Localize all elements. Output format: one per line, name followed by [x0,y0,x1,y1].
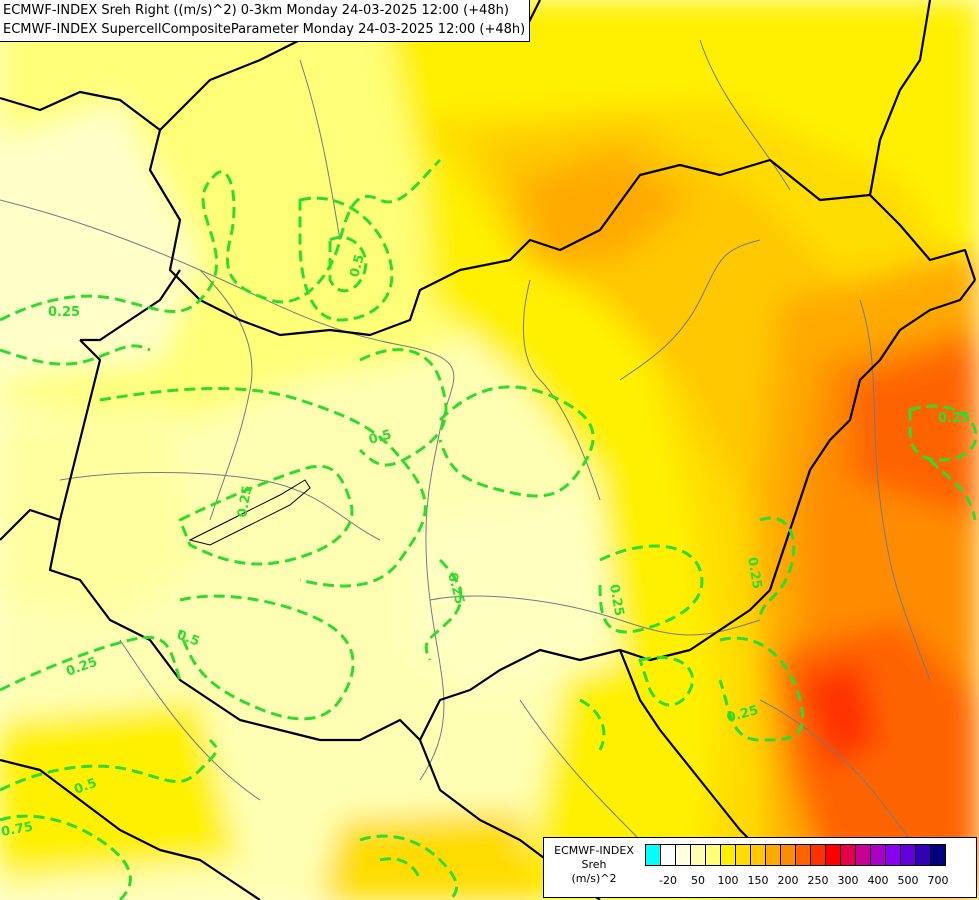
legend-tick-label: 500 [897,874,919,887]
header-line-2: ECMWF-INDEX SupercellCompositeParameter … [3,22,526,37]
lake-balaton [188,479,311,546]
legend-swatch [870,844,886,866]
legend-swatch [915,844,931,866]
legend-swatch [720,844,736,866]
contour-label-05-c: 0.5 [175,628,202,650]
contour-label-025-e: 0.25 [744,556,764,590]
legend-title: ECMWF-INDEX [554,844,634,857]
legend-title-block: ECMWF-INDEX Sreh (m/s)^2 [546,844,642,886]
contour-label-025-b: 0.25 [235,484,255,518]
legend-swatch [765,844,781,866]
legend-swatch [750,844,766,866]
legend-swatch [660,844,676,866]
legend-swatch [900,844,916,866]
color-legend: ECMWF-INDEX Sreh (m/s)^2 -20 50 100 150 200 2… [543,837,977,898]
legend-tick-label: 150 [747,874,769,887]
legend-tick-label: 400 [867,874,889,887]
legend-tick-label: 250 [807,874,829,887]
legend-unit: (m/s)^2 [571,872,617,885]
legend-tick-label: 300 [837,874,859,887]
legend-tick-label: 200 [777,874,799,887]
contour-labels: 0.25 0.5 0.5 0.25 0.25 0.25 0.25 0.5 0.2… [0,253,970,840]
legend-tick-label: 50 [691,874,705,887]
contour-label-025-d: 0.25 [606,583,626,617]
legend-swatch [855,844,871,866]
contour-label-05-d: 0.5 [72,776,99,798]
legend-swatch [930,844,946,866]
legend-variable: Sreh [581,858,607,871]
legend-swatch [840,844,856,866]
legend-swatch [705,844,721,866]
legend-swatch [780,844,796,866]
contour-label-025-h: 0.25 [938,411,970,426]
legend-swatch [645,844,661,866]
contour-label-075: 0.75 [0,820,34,840]
legend-swatch [735,844,751,866]
legend-swatch [825,844,841,866]
contour-label-05-b: 0.5 [367,427,393,447]
legend-tick-label: 100 [717,874,739,887]
header-line-1: ECMWF-INDEX Sreh Right ((m/s)^2) 0-3km M… [3,3,509,18]
legend-swatch [675,844,691,866]
contour-label-05-a: 0.5 [347,253,367,279]
legend-tick-label: -20 [659,874,677,887]
legend-ticks: -20 50 100 150 200 250 300 400 500 700 [645,874,975,888]
contour-label-025-a: 0.25 [48,305,80,320]
legend-tick-label: 700 [927,874,949,887]
legend-swatch [690,844,706,866]
legend-swatch [795,844,811,866]
rivers [0,39,941,881]
legend-swatch [810,844,826,866]
legend-swatches [645,844,946,866]
legend-swatch [885,844,901,866]
map-header: ECMWF-INDEX Sreh Right ((m/s)^2) 0-3km M… [0,0,531,42]
scp-contours [0,158,978,900]
